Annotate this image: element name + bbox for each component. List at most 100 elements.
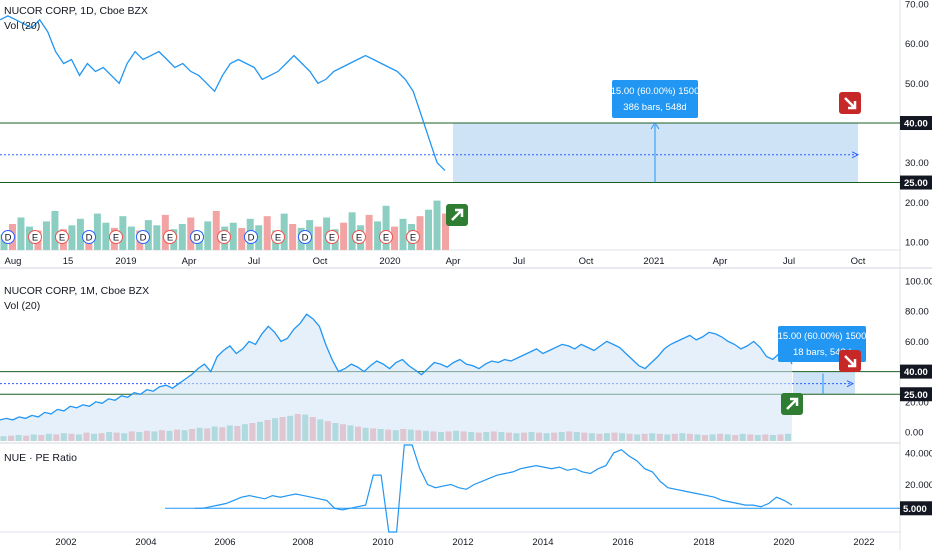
bottom-x-tick-label: 2018 <box>693 537 714 548</box>
top-marker-label: D <box>302 233 309 244</box>
top-volume-label: Vol (20) <box>4 20 41 32</box>
top-volume-bar <box>425 209 433 250</box>
top-marker-D <box>244 230 258 244</box>
top-x-tick-label: Jul <box>513 256 525 267</box>
bottom-x-tick-label: 2016 <box>612 537 633 548</box>
pe-y-tick-label: 40.000 <box>905 448 932 459</box>
top-price-tag <box>900 116 932 131</box>
top-marker-E <box>406 230 420 244</box>
top-y-tick-label: 70.00 <box>905 0 929 10</box>
bottom-panel-title: NUCOR CORP, 1M, Cboe BZX <box>4 285 150 297</box>
top-x-tick-label: 2021 <box>643 256 664 267</box>
bottom-measure-line2: 18 bars, 548d <box>793 347 851 358</box>
top-volume-bar <box>399 218 407 250</box>
top-y-tick-label: 50.00 <box>905 79 929 90</box>
top-marker-D <box>136 230 150 244</box>
top-volume-bar <box>433 200 441 250</box>
top-x-tick-label: Apr <box>182 256 197 267</box>
top-price-tag <box>900 175 932 190</box>
top-measure-line1: 15.00 (60.00%) 1500 <box>611 86 700 97</box>
bottom-price-tag <box>900 364 932 379</box>
top-volume-bar <box>93 213 101 250</box>
pe-price-tag <box>900 501 932 516</box>
bottom-x-tick-label: 2012 <box>452 537 473 548</box>
top-measure-info-box <box>612 80 698 118</box>
bottom-y-tick-label: 100.00 <box>905 277 932 288</box>
top-marker-label: E <box>410 233 416 244</box>
arrow-up-right-icon <box>451 208 464 221</box>
bottom-x-tick-label: 2002 <box>55 537 76 548</box>
top-price-tag-label: 40.00 <box>904 119 928 130</box>
arrow-down-right-icon <box>844 355 857 368</box>
top-volume-bar <box>187 217 195 250</box>
bottom-x-tick-label: 2008 <box>292 537 313 548</box>
top-x-tick-label: Oct <box>313 256 328 267</box>
top-marker-label: D <box>248 233 255 244</box>
top-volume-bar <box>42 221 50 250</box>
top-marker-label: E <box>329 233 335 244</box>
top-marker-E <box>325 230 339 244</box>
top-price-line <box>0 15 446 172</box>
top-x-tick-label: Aug <box>5 256 22 267</box>
top-volume-bar <box>391 226 399 250</box>
top-x-tick-label: 2019 <box>115 256 136 267</box>
bottom-x-tick-label: 2022 <box>853 537 874 548</box>
top-x-tick-label: Oct <box>851 256 866 267</box>
top-volume-bar <box>263 216 271 250</box>
bottom-price-area <box>0 314 792 441</box>
bottom-price-tag-label: 40.00 <box>904 367 928 378</box>
top-volume-bar <box>119 216 127 250</box>
top-marker-label: E <box>59 233 65 244</box>
top-volume-bar <box>153 225 161 250</box>
top-volume-bar <box>416 216 424 250</box>
top-x-tick-label: Apr <box>713 256 728 267</box>
pe-price-tag-label: 5.000 <box>903 504 927 515</box>
bottom-y-tick-label: 80.00 <box>905 307 929 318</box>
top-marker-E <box>217 230 231 244</box>
top-marker-label: E <box>383 233 389 244</box>
top-marker-label: D <box>5 233 12 244</box>
top-volume-bar <box>365 214 373 250</box>
top-volume-bar <box>51 211 59 250</box>
top-volume-bar <box>17 217 25 250</box>
top-marker-label: E <box>32 233 38 244</box>
top-volume-bar <box>127 226 135 250</box>
top-marker-E <box>379 230 393 244</box>
bottom-y-tick-label: 60.00 <box>905 337 929 348</box>
top-volume-bar <box>68 225 76 250</box>
top-volume-bar <box>348 212 356 250</box>
top-measure-arrow <box>650 122 660 130</box>
top-volume-bar <box>238 227 246 250</box>
top-y-tick-label: 10.00 <box>905 238 929 249</box>
top-marker-D <box>298 230 312 244</box>
top-volume-bar <box>374 221 382 250</box>
top-x-tick-label: Jul <box>248 256 260 267</box>
top-volume-bar <box>178 224 186 250</box>
bottom-measure-range <box>793 371 855 395</box>
bottom-dotted-arrow <box>846 380 855 388</box>
top-panel-title: NUCOR CORP, 1D, Cboe BZX <box>4 5 148 17</box>
top-x-tick-label: Jul <box>783 256 795 267</box>
top-volume-bar <box>255 225 263 250</box>
top-volume-bar <box>212 211 220 250</box>
top-y-tick-label: 20.00 <box>905 198 929 209</box>
top-price-tag-label: 25.00 <box>904 178 928 189</box>
top-marker-label: E <box>167 233 173 244</box>
top-marker-E <box>109 230 123 244</box>
arrow-up-right-icon <box>786 397 799 410</box>
top-volume-bar <box>289 224 297 250</box>
top-x-tick-label: 2020 <box>379 256 400 267</box>
bottom-x-tick-label: 2014 <box>532 537 553 548</box>
bottom-price-tag <box>900 387 932 402</box>
bottom-price-tag-label: 25.00 <box>904 390 928 401</box>
top-marker-E <box>28 230 42 244</box>
top-y-tick-label: 60.00 <box>905 39 929 50</box>
top-volume-bar <box>229 222 237 250</box>
top-marker-E <box>271 230 285 244</box>
top-marker-label: D <box>140 233 147 244</box>
top-marker-D <box>1 230 15 244</box>
bottom-x-tick-label: 2006 <box>214 537 235 548</box>
top-dotted-arrow <box>851 151 860 159</box>
top-marker-D <box>82 230 96 244</box>
